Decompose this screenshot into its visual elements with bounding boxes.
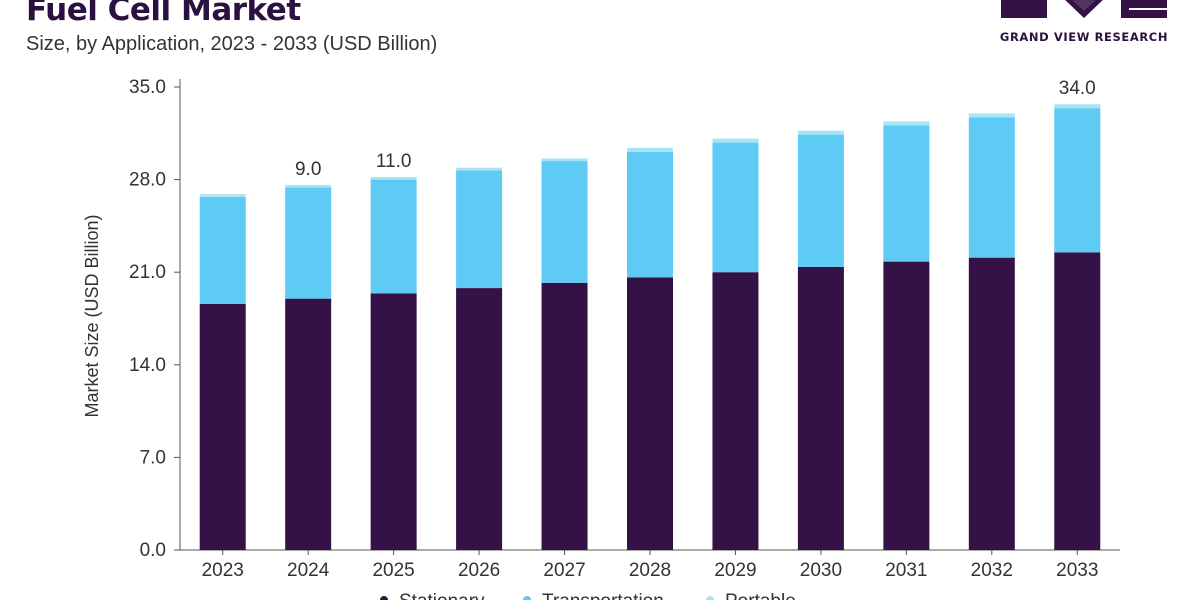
legend-label-stationary: Stationary <box>399 591 485 600</box>
bar-stationary-2024 <box>285 298 332 550</box>
bar-stationary-2029 <box>712 272 759 550</box>
y-axis-title: Market Size (USD Billion) <box>82 214 102 417</box>
x-tick-label: 2027 <box>543 560 585 581</box>
legend-marker-stationary <box>380 596 388 600</box>
chart-subtitle: Size, by Application, 2023 - 2033 (USD B… <box>26 33 438 55</box>
y-tick-label: 28.0 <box>129 170 166 191</box>
bar-stationary-2027 <box>541 282 588 550</box>
bar-transportation-2023 <box>199 196 246 304</box>
bar-portable-2029 <box>712 138 759 143</box>
x-tick-label: 2024 <box>287 560 330 581</box>
y-tick-label: 14.0 <box>129 355 166 376</box>
bar-transportation-2027 <box>541 161 588 283</box>
bar-portable-2032 <box>968 113 1015 118</box>
y-tick-label: 7.0 <box>140 447 166 468</box>
bar-portable-2031 <box>883 121 930 126</box>
x-tick-label: 2030 <box>800 560 842 581</box>
x-tick-label: 2033 <box>1056 560 1098 581</box>
bar-portable-2030 <box>797 130 844 135</box>
bar-transportation-2030 <box>797 134 844 267</box>
y-tick-label: 35.0 <box>129 77 166 98</box>
bar-stationary-2023 <box>199 303 246 550</box>
bar-stationary-2033 <box>1054 252 1101 550</box>
chart-title: Fuel Cell Market <box>26 0 301 28</box>
bar-transportation-2024 <box>285 187 332 299</box>
bar-transportation-2028 <box>627 151 673 278</box>
data-label: 34.0 <box>1059 78 1096 99</box>
x-tick-label: 2029 <box>714 560 756 581</box>
bar-portable-2026 <box>456 167 503 171</box>
plot-area: 0.0 7.0 14.0 21.0 28.0 35.0 2023 2024 2025 2026 20… <box>129 77 1120 600</box>
brand-logo: GRAND VIEW RESEARCH <box>995 0 1173 46</box>
legend-label-transportation: Transportation <box>542 591 664 600</box>
bar-portable-2027 <box>541 158 588 162</box>
bar-transportation-2026 <box>456 170 503 289</box>
bar-portable-2025 <box>370 176 417 180</box>
legend-label-portable: Portable <box>725 591 796 600</box>
bar-transportation-2029 <box>712 142 759 273</box>
bar-portable-2024 <box>285 184 332 188</box>
x-tick-label: 2023 <box>202 560 244 581</box>
bar-transportation-2025 <box>370 179 417 294</box>
bar-stationary-2028 <box>627 277 673 550</box>
x-tick-label: 2032 <box>971 560 1013 581</box>
bar-stationary-2025 <box>370 293 417 550</box>
bar-portable-2028 <box>627 147 673 152</box>
bar-transportation-2033 <box>1054 108 1101 253</box>
data-label: 9.0 <box>295 159 321 180</box>
bar-transportation-2032 <box>968 117 1015 258</box>
x-tick-label: 2026 <box>458 560 500 581</box>
bar-portable-2033 <box>1054 104 1101 109</box>
brand-name: GRAND VIEW RESEARCH <box>999 30 1169 44</box>
brand-logo-mark <box>1001 0 1167 18</box>
data-label: 11.0 <box>376 151 412 172</box>
x-tick-label: 2031 <box>885 560 927 581</box>
bar-stationary-2030 <box>797 266 844 550</box>
bar-stationary-2026 <box>456 288 503 550</box>
y-tick-label: 0.0 <box>140 540 166 561</box>
x-tick-label: 2025 <box>372 560 414 581</box>
x-tick-label: 2028 <box>629 560 671 581</box>
bar-stationary-2032 <box>968 257 1015 550</box>
bar-stationary-2031 <box>883 261 930 550</box>
y-tick-label: 21.0 <box>129 262 166 283</box>
bar-transportation-2031 <box>883 125 930 262</box>
legend-marker-transportation <box>523 596 531 600</box>
bar-portable-2023 <box>199 194 246 197</box>
legend-marker-portable <box>706 596 714 600</box>
